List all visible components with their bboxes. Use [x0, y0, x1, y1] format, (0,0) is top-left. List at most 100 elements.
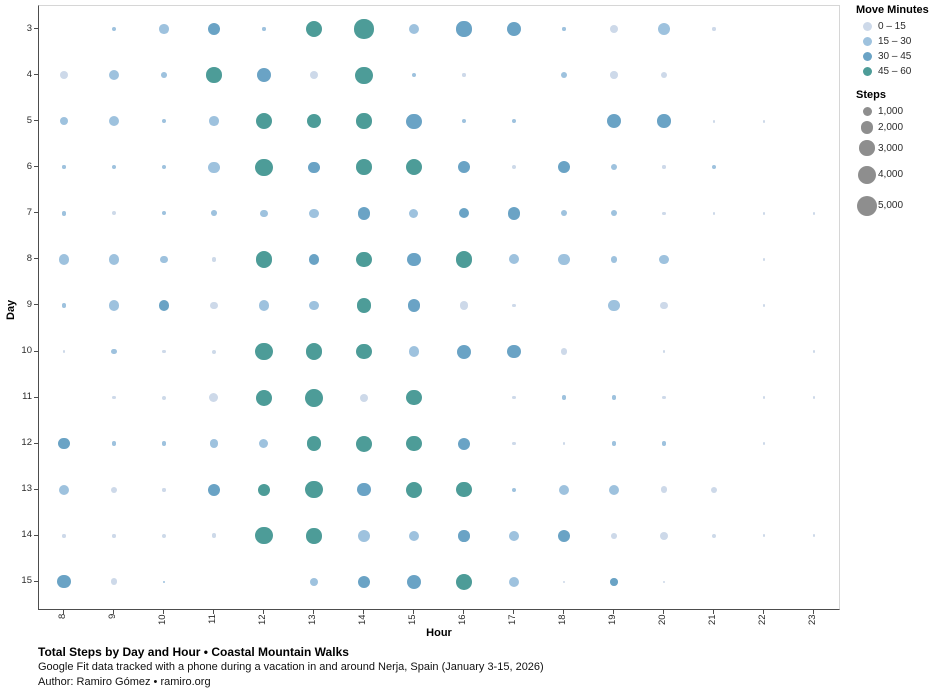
x-tick-mark [563, 610, 564, 614]
data-bubble [560, 71, 568, 79]
legend-color-label: 45 – 60 [878, 66, 912, 77]
data-bubble [462, 73, 466, 77]
data-bubble [608, 299, 620, 311]
data-bubble [557, 161, 571, 174]
data-bubble [606, 114, 622, 129]
data-bubble [611, 395, 617, 401]
data-bubble [511, 119, 516, 124]
data-bubble [62, 534, 66, 538]
legend-color-label: 0 – 15 [878, 21, 906, 32]
data-bubble [560, 210, 567, 217]
data-bubble [57, 575, 71, 589]
data-bubble [762, 442, 766, 446]
data-bubble [711, 533, 717, 539]
data-bubble [260, 209, 268, 218]
data-bubble [354, 19, 374, 39]
data-bubble [610, 578, 618, 586]
data-bubble [162, 580, 166, 584]
data-bubble [209, 439, 219, 448]
data-bubble [409, 208, 419, 218]
data-bubble [762, 534, 766, 538]
data-bubble [257, 483, 271, 496]
size-legend-item: 1,000 [856, 106, 934, 117]
data-bubble [557, 529, 571, 543]
data-bubble [812, 211, 816, 215]
y-tick-mark [34, 258, 38, 260]
y-tick-label: 6 [26, 160, 32, 172]
data-bubble [456, 482, 472, 498]
y-tick-label: 10 [21, 345, 32, 357]
data-bubble [610, 210, 617, 217]
y-tick-label: 13 [21, 483, 32, 495]
data-bubble [58, 484, 70, 495]
color-legend-item: 15 – 30 [856, 36, 934, 47]
x-tick-mark [363, 610, 364, 614]
data-bubble [158, 300, 170, 311]
data-bubble [562, 580, 566, 584]
data-bubble [161, 72, 167, 78]
data-bubble [660, 301, 668, 310]
data-bubble [509, 530, 519, 541]
data-bubble [356, 298, 372, 313]
y-tick-label: 11 [22, 391, 32, 403]
data-bubble [458, 530, 470, 542]
data-bubble [511, 164, 517, 170]
data-bubble [58, 438, 70, 450]
data-bubble [661, 441, 667, 447]
x-tick-mark [613, 610, 614, 614]
caption-block: Total Steps by Day and Hour • Coastal Mo… [38, 644, 738, 690]
data-bubble [306, 436, 322, 451]
data-bubble [509, 254, 519, 265]
data-bubble [209, 393, 219, 403]
y-tick-label: 5 [26, 114, 32, 126]
data-bubble [357, 483, 371, 497]
data-bubble [305, 343, 323, 360]
data-bubble [111, 26, 116, 31]
data-bubble [110, 578, 118, 586]
x-tick-mark [713, 610, 714, 614]
data-bubble [711, 164, 717, 170]
data-bubble [207, 483, 221, 496]
data-bubble [408, 346, 420, 357]
data-bubble [255, 251, 273, 268]
y-tick-mark [34, 74, 38, 76]
y-tick-mark [34, 28, 38, 29]
data-bubble [457, 437, 471, 450]
data-bubble [206, 67, 222, 83]
data-bubble [211, 256, 217, 262]
data-bubble [110, 486, 118, 493]
data-bubble [62, 350, 66, 353]
data-bubble [406, 113, 422, 129]
data-bubble [405, 159, 423, 176]
data-bubble [308, 161, 320, 173]
data-bubble [762, 211, 766, 215]
data-bubble [108, 300, 120, 311]
x-tick-mark [463, 610, 464, 614]
data-bubble [405, 481, 423, 498]
data-bubble [609, 24, 619, 34]
data-bubble [59, 116, 69, 126]
legend-size-dot-icon [857, 165, 876, 184]
y-tick-mark [34, 350, 38, 352]
data-bubble [262, 27, 266, 31]
data-bubble [256, 389, 272, 406]
data-bubble [355, 66, 373, 84]
data-bubble [211, 349, 216, 354]
data-bubble [356, 343, 372, 360]
legend-color-dot-icon [862, 67, 872, 76]
y-tick-label: 14 [21, 529, 32, 541]
legend-size-label: 1,000 [878, 106, 904, 117]
legend-color-dot-icon [862, 52, 872, 61]
data-bubble [357, 575, 371, 588]
data-bubble [408, 23, 420, 35]
data-bubble [258, 300, 270, 311]
y-tick-label: 9 [26, 298, 32, 310]
y-tick-mark [34, 488, 38, 490]
size-legend-item: 5,000 [856, 195, 934, 216]
legend-size-label: 3,000 [878, 142, 904, 154]
data-bubble [255, 342, 273, 361]
data-bubble [406, 574, 422, 590]
data-bubble [560, 348, 568, 355]
legend-size-label: 5,000 [878, 200, 904, 212]
data-bubble [211, 533, 217, 539]
